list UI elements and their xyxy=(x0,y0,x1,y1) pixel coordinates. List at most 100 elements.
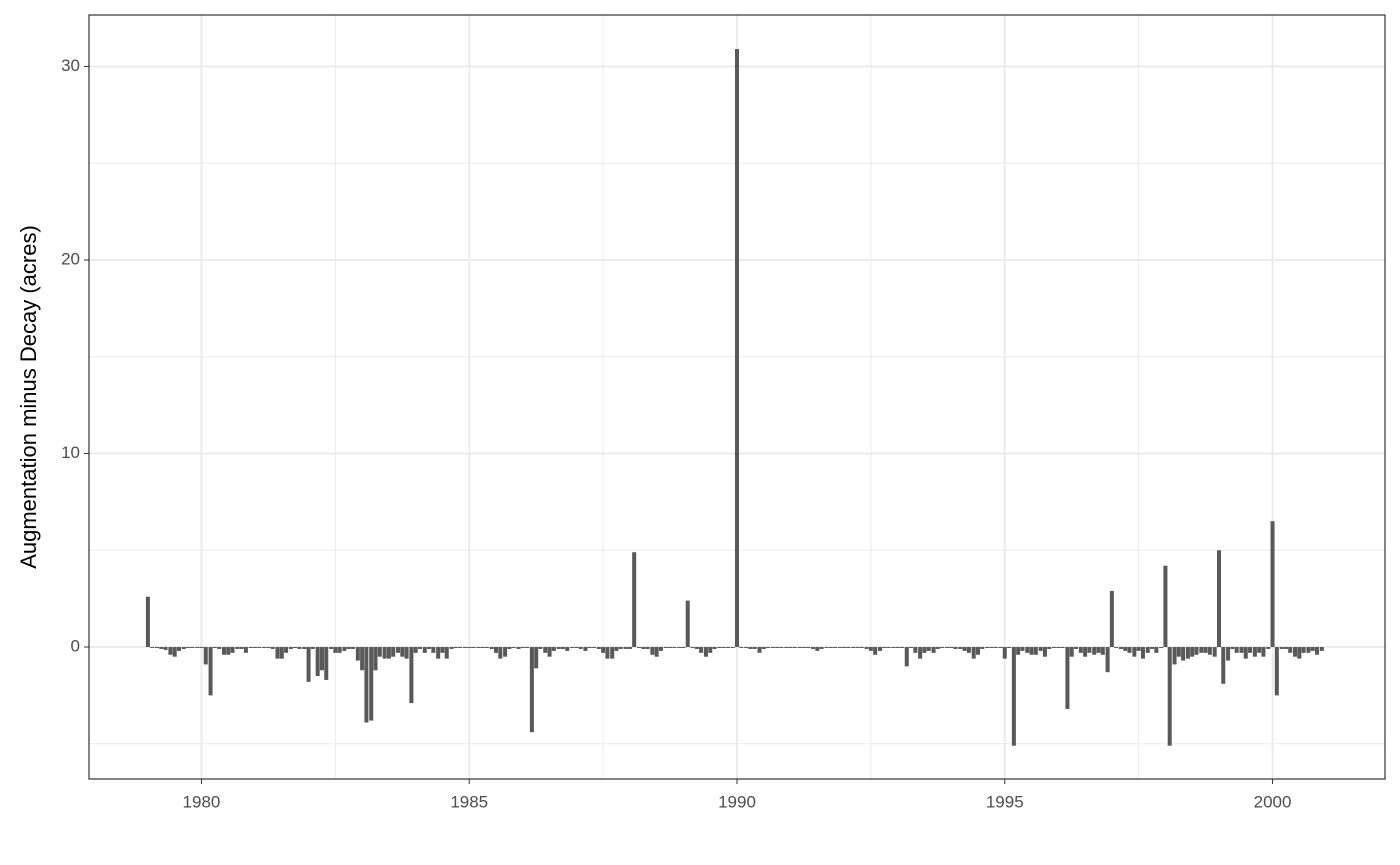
bar xyxy=(632,552,637,648)
bar xyxy=(1234,647,1239,653)
bar xyxy=(529,647,534,733)
bar xyxy=(949,647,954,648)
bar xyxy=(1194,647,1199,655)
bar xyxy=(1301,647,1306,653)
y-tick-label: 0 xyxy=(71,637,80,656)
bar xyxy=(940,647,945,648)
bar xyxy=(507,647,512,649)
bar xyxy=(909,647,914,648)
bar xyxy=(998,647,1003,648)
bar xyxy=(1092,647,1097,655)
bar xyxy=(239,647,244,649)
x-tick-label: 1995 xyxy=(986,792,1024,811)
bar xyxy=(663,647,668,648)
bar xyxy=(1226,647,1231,661)
bar xyxy=(583,647,588,651)
bar xyxy=(1239,647,1244,653)
bar xyxy=(1221,647,1226,684)
bar xyxy=(293,647,298,648)
y-axis-title: Augmentation minus Decay (acres) xyxy=(16,225,41,569)
bar xyxy=(243,647,248,653)
bar xyxy=(351,647,356,649)
bar xyxy=(592,647,597,648)
bar xyxy=(891,647,896,648)
bar xyxy=(717,647,722,648)
bar xyxy=(489,647,494,649)
bar xyxy=(1163,565,1168,648)
bar xyxy=(235,647,240,649)
bar xyxy=(337,647,342,653)
bar xyxy=(190,647,195,648)
bar xyxy=(699,647,704,653)
bar xyxy=(1154,647,1159,653)
bar xyxy=(766,647,771,648)
bar xyxy=(444,647,449,659)
bar xyxy=(1319,647,1324,651)
bar xyxy=(989,647,994,648)
bar xyxy=(1069,647,1074,657)
bar xyxy=(1314,647,1319,655)
bar xyxy=(636,647,642,648)
bar xyxy=(1159,647,1164,648)
bar xyxy=(333,647,338,653)
bar xyxy=(538,647,543,649)
bar xyxy=(360,647,365,671)
bar xyxy=(172,647,177,657)
bar xyxy=(159,647,164,649)
bar xyxy=(458,647,463,648)
bar xyxy=(270,647,275,649)
bar xyxy=(1123,647,1128,651)
bar xyxy=(186,647,191,648)
bar xyxy=(922,647,927,653)
bar xyxy=(462,647,467,648)
bar xyxy=(253,647,258,648)
bar xyxy=(873,647,878,655)
bar xyxy=(1127,647,1132,653)
bar xyxy=(427,647,432,649)
bar xyxy=(752,647,757,649)
x-tick-label: 1985 xyxy=(450,792,488,811)
bar xyxy=(355,647,360,661)
bar xyxy=(409,647,414,704)
bar xyxy=(672,647,677,648)
bar xyxy=(369,647,374,721)
bar xyxy=(1190,647,1195,657)
bar xyxy=(1020,647,1025,651)
bar xyxy=(658,647,663,651)
bar xyxy=(1150,647,1155,649)
bar xyxy=(1100,647,1105,655)
bar xyxy=(288,647,293,649)
bar xyxy=(623,647,628,649)
bar xyxy=(498,647,503,659)
x-tick-label: 1990 xyxy=(718,792,756,811)
bar xyxy=(1016,647,1021,655)
bar xyxy=(828,647,833,648)
bar xyxy=(373,647,378,671)
bar xyxy=(962,647,967,651)
bar xyxy=(226,647,231,655)
bar xyxy=(212,647,217,648)
bar xyxy=(203,647,208,665)
bar xyxy=(694,647,699,649)
bar xyxy=(1047,647,1052,649)
bar xyxy=(1109,590,1114,648)
bar xyxy=(1310,647,1315,651)
bar xyxy=(926,647,931,651)
bar xyxy=(859,647,864,648)
bar xyxy=(1288,647,1293,653)
bar xyxy=(779,647,784,648)
bar xyxy=(453,647,458,648)
bar xyxy=(605,647,610,659)
bar xyxy=(503,647,508,657)
bar xyxy=(1212,647,1217,657)
bar xyxy=(944,647,949,648)
bar xyxy=(784,647,789,648)
bar xyxy=(391,647,396,657)
bar xyxy=(1078,647,1083,653)
bar xyxy=(1007,647,1012,648)
bar xyxy=(400,647,405,657)
bar xyxy=(413,647,418,653)
bar xyxy=(1105,647,1110,673)
bar xyxy=(476,647,481,648)
bar xyxy=(534,647,539,669)
